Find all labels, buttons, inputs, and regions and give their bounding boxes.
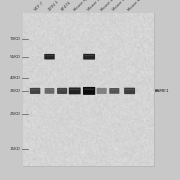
Text: Mouse lung: Mouse lung bbox=[100, 0, 118, 12]
FancyBboxPatch shape bbox=[97, 88, 107, 94]
FancyBboxPatch shape bbox=[46, 89, 53, 90]
FancyBboxPatch shape bbox=[30, 88, 40, 94]
FancyBboxPatch shape bbox=[44, 54, 55, 59]
Text: Mouse liver: Mouse liver bbox=[87, 0, 105, 12]
FancyBboxPatch shape bbox=[23, 13, 154, 166]
FancyBboxPatch shape bbox=[125, 89, 134, 90]
FancyBboxPatch shape bbox=[110, 89, 118, 90]
Text: 15KD: 15KD bbox=[10, 147, 21, 150]
Text: 70KD: 70KD bbox=[10, 37, 21, 41]
Text: 40KD: 40KD bbox=[10, 76, 21, 80]
FancyBboxPatch shape bbox=[98, 89, 106, 90]
FancyBboxPatch shape bbox=[69, 87, 81, 94]
FancyBboxPatch shape bbox=[57, 88, 67, 94]
Text: 55KD: 55KD bbox=[10, 55, 21, 59]
Text: 35KD: 35KD bbox=[10, 89, 21, 93]
FancyBboxPatch shape bbox=[70, 89, 80, 90]
FancyBboxPatch shape bbox=[109, 88, 119, 94]
FancyBboxPatch shape bbox=[124, 88, 135, 94]
FancyBboxPatch shape bbox=[83, 54, 95, 60]
Text: Mouse thymus: Mouse thymus bbox=[128, 0, 150, 12]
FancyBboxPatch shape bbox=[84, 55, 94, 56]
Text: Mouse spleen: Mouse spleen bbox=[73, 0, 94, 12]
Text: MCF-7: MCF-7 bbox=[33, 1, 44, 12]
Text: 25KD: 25KD bbox=[10, 112, 21, 116]
FancyBboxPatch shape bbox=[84, 88, 94, 90]
FancyBboxPatch shape bbox=[31, 89, 39, 90]
FancyBboxPatch shape bbox=[45, 55, 54, 56]
Text: Mouse heart: Mouse heart bbox=[112, 0, 132, 12]
Text: BT474: BT474 bbox=[60, 0, 72, 12]
Text: PSME1: PSME1 bbox=[155, 89, 169, 93]
FancyBboxPatch shape bbox=[45, 88, 54, 94]
FancyBboxPatch shape bbox=[83, 87, 95, 95]
Text: Z23V-1: Z23V-1 bbox=[48, 0, 60, 12]
FancyBboxPatch shape bbox=[58, 89, 66, 90]
